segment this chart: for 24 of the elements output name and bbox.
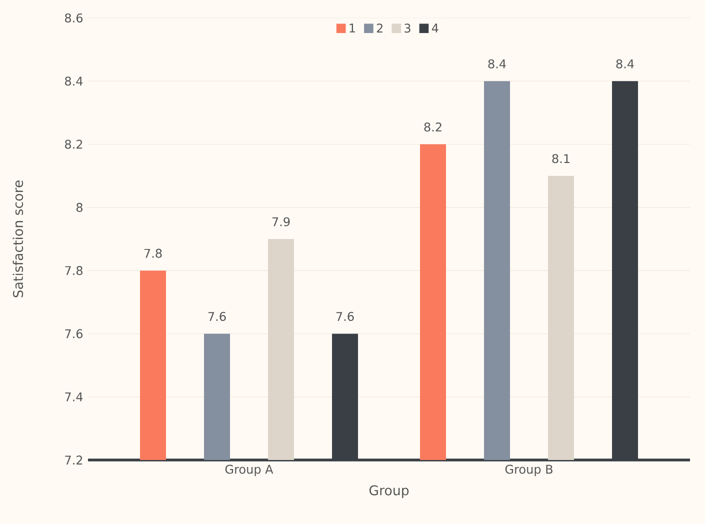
y-tick-label: 8.6 [65, 13, 83, 23]
legend-label: 1 [350, 24, 355, 32]
legend-label: 2 [376, 24, 382, 32]
y-tick-label: 8 [76, 202, 82, 212]
data-label: 7.6 [208, 312, 226, 321]
data-label: 8.4 [488, 59, 506, 68]
data-label: 7.8 [144, 248, 162, 258]
y-tick-label: 7.2 [65, 456, 82, 464]
y-tick-label: 7.8 [65, 266, 82, 276]
x-tick-label: Group A [225, 464, 274, 476]
data-label: 8.4 [616, 59, 634, 68]
y-tick-label: 7.6 [65, 329, 83, 338]
y-tick-label: 8.4 [65, 76, 83, 86]
data-label: 8.2 [424, 122, 442, 132]
y-tick-label: 7.4 [65, 392, 83, 402]
x-axis-title: Group [369, 485, 409, 498]
legend-label: 3 [404, 24, 410, 33]
data-label: 7.9 [272, 217, 290, 226]
y-axis-title: Satisfaction score [12, 180, 24, 298]
data-label: 7.6 [336, 312, 354, 321]
legend-label: 4 [432, 24, 438, 32]
x-tick-label: Group B [505, 464, 552, 476]
y-tick-label: 8.2 [65, 140, 82, 149]
data-label: 8.1 [552, 154, 570, 164]
